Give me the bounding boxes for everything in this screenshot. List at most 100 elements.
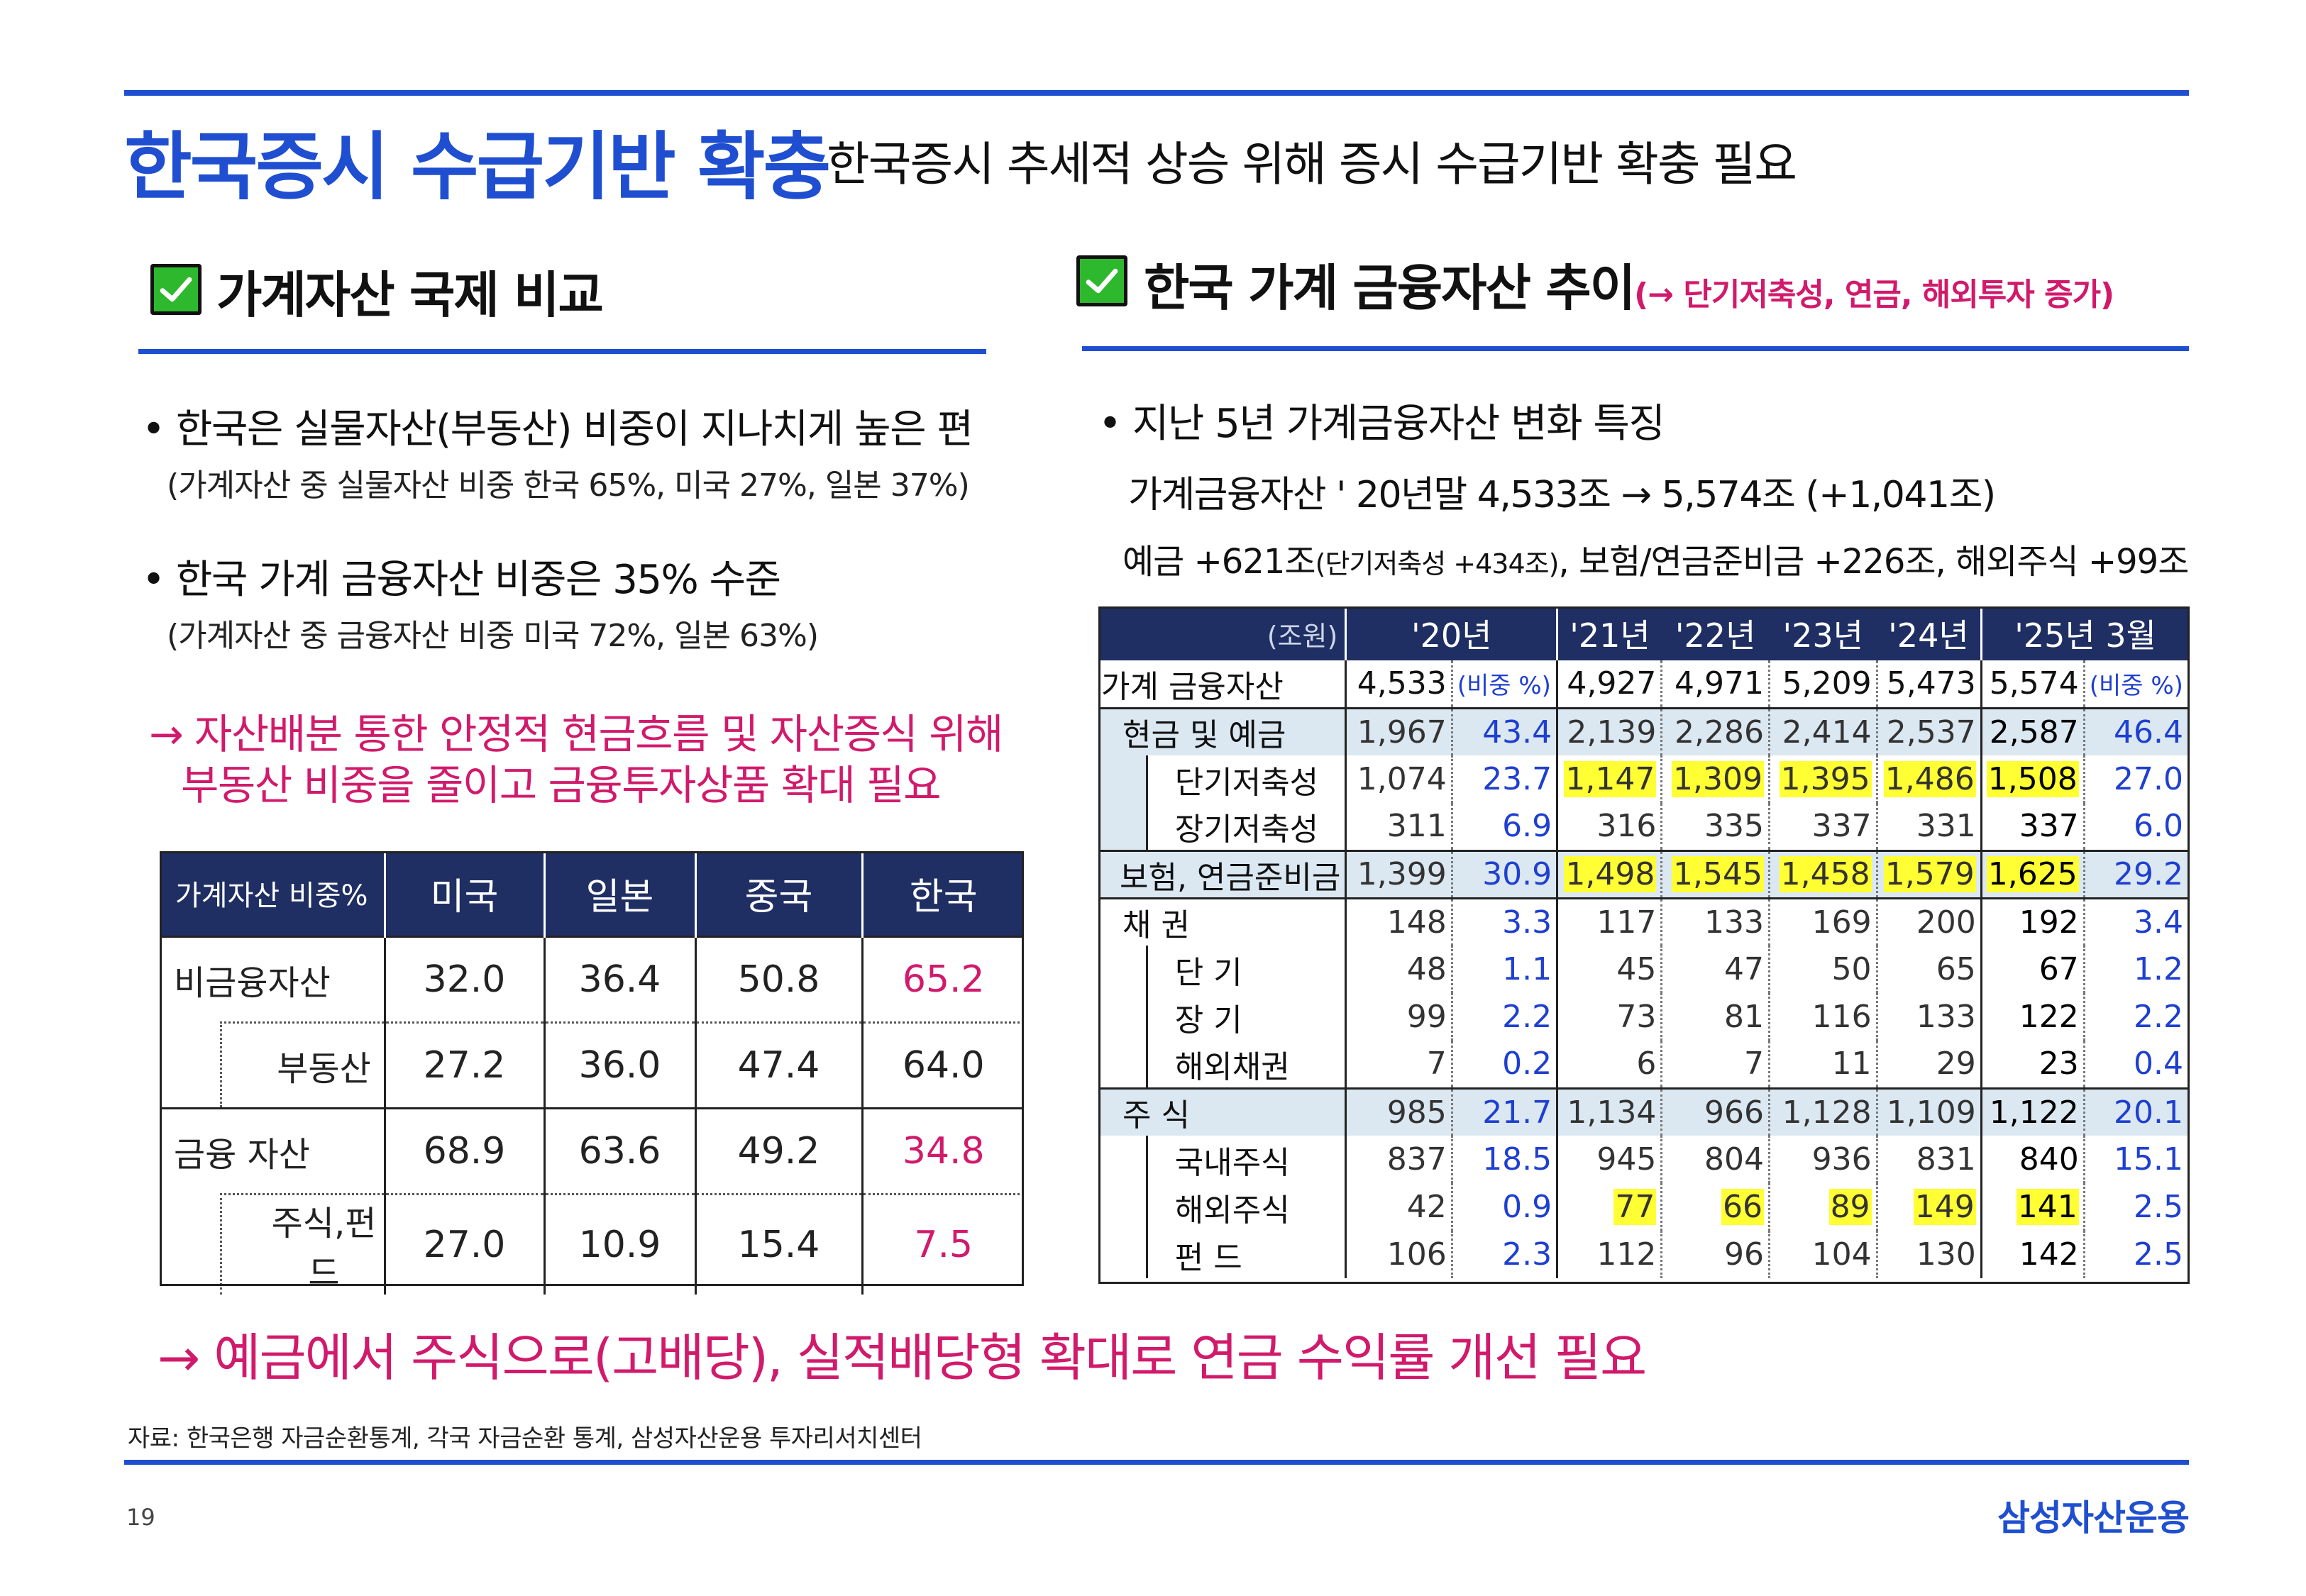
cell: 804 <box>1661 1136 1770 1183</box>
source-note: 자료: 한국은행 자금순환통계, 각국 자금순환 통계, 삼성자산운용 투자리서… <box>128 1424 922 1453</box>
row-label: 현금 및 예금 <box>1098 706 1347 755</box>
cell: 5,209 <box>1769 660 1878 709</box>
cell: 2.5 <box>2084 1183 2190 1231</box>
cell: 200 <box>1877 897 1982 946</box>
bottom-conclusion: → 예금에서 주식으로(고배당), 실적배당형 확대로 연금 수익률 개선 필요 <box>158 1328 1647 1387</box>
cell: 68.9 <box>385 1107 546 1194</box>
cell: 27.0 <box>385 1192 546 1295</box>
cell: 837 <box>1345 1136 1453 1183</box>
cell: 169 <box>1769 897 1878 946</box>
left-conclusion-line-1: → 자산배분 통한 안정적 현금흐름 및 자산증식 위해 <box>149 710 1003 758</box>
cell: 50.8 <box>695 935 864 1022</box>
cell: 4,971 <box>1661 660 1770 709</box>
cell: 27.2 <box>385 1021 546 1108</box>
cell: 99 <box>1345 993 1453 1041</box>
right-detail-line: 예금 +621조(단기저축성 +434조), 보험/연금준비금 +226조, 해… <box>1122 533 2189 583</box>
year-header: '22년 <box>1661 606 1770 660</box>
page-subtitle: 한국증시 추세적 상승 위해 증시 수급기반 확충 필요 <box>827 137 1797 192</box>
highlighted-value: 1,147 <box>1564 761 1657 797</box>
cell: 337 <box>1769 803 1878 850</box>
row-label: 주 식 <box>1098 1087 1347 1136</box>
cell: 6.9 <box>1452 803 1559 850</box>
left-bullet-1: • 한국은 실물자산(부동산) 비중이 지나치게 높은 편 <box>142 406 973 453</box>
highlighted-value: 1,508 <box>1986 761 2079 797</box>
left-bullet-2: • 한국 가계 금융자산 비중은 35% 수준 <box>142 557 781 603</box>
cell: 1,486 <box>1877 755 1982 803</box>
cell: 5,473 <box>1877 660 1982 709</box>
highlighted-value: 1,498 <box>1564 856 1657 892</box>
cell: 1,579 <box>1877 849 1982 898</box>
left-heading-rule <box>138 349 986 354</box>
cell: 133 <box>1877 993 1982 1041</box>
cell: 142 <box>1980 1231 2085 1278</box>
asset-composition-table: 가계자산 비중% 미국 일본 중국 한국 비금융자산 32.0 36.4 50.… <box>160 851 1024 1295</box>
cell: 1,128 <box>1769 1087 1878 1136</box>
table-row: 금융 자산 68.9 63.6 49.2 34.8 <box>160 1107 1024 1194</box>
cell: 2,587 <box>1980 706 2085 755</box>
table-row: 주 식 985 21.7 1,134 966 1,128 1,109 1,122 20.1 <box>1098 1087 2190 1136</box>
cell: 117 <box>1556 897 1663 946</box>
right-table-frame <box>1098 606 2190 1284</box>
cell: 63.6 <box>544 1107 697 1194</box>
cell: 2.3 <box>1452 1231 1559 1278</box>
cell: 1,134 <box>1556 1087 1663 1136</box>
cell: 42 <box>1345 1183 1453 1231</box>
cell: 316 <box>1556 803 1663 850</box>
cell: 73 <box>1556 993 1663 1041</box>
cell: 81 <box>1661 993 1770 1041</box>
table-row: 단 기 48 1.1 45 47 50 65 67 1.2 <box>1098 946 2190 993</box>
right-summary-line: 가계금융자산 ' 20년말 4,533조 → 5,574조 (+1,041조) <box>1128 474 1996 516</box>
table-header: 한국 <box>862 851 1024 936</box>
cell: 89 <box>1769 1183 1878 1231</box>
brand-logo: 삼성자산운용 <box>1997 1497 2190 1539</box>
year-header: '21년 <box>1556 606 1662 660</box>
ratio-tag: (비중 %) <box>2089 672 2183 701</box>
cell: 2,414 <box>1769 706 1878 755</box>
unit-label: (조원) <box>1098 606 1346 660</box>
cell: 29 <box>1877 1041 1982 1088</box>
cell: 2.2 <box>1452 993 1559 1041</box>
cell: 1.1 <box>1452 946 1559 993</box>
cell: 1,498 <box>1556 849 1663 898</box>
row-label: 펀 드 <box>1145 1231 1347 1278</box>
household-financial-asset-table: (조원) '20년 '21년 '22년 '23년 '24년 '25년 3월 가계… <box>1098 606 2190 1278</box>
cell: 11 <box>1769 1041 1878 1088</box>
cell: 21.7 <box>1452 1087 1559 1136</box>
cell: 4,927 <box>1556 660 1663 709</box>
cell: 1,395 <box>1769 755 1878 803</box>
page-number: 19 <box>126 1504 155 1531</box>
table-row: 장 기 99 2.2 73 81 116 133 122 2.2 <box>1098 993 2190 1041</box>
row-label: 채 권 <box>1098 897 1347 946</box>
highlighted-value: 141 <box>2016 1189 2079 1225</box>
year-header: '24년 <box>1877 606 1982 660</box>
cell: 47 <box>1661 946 1770 993</box>
cell: 311 <box>1345 803 1453 850</box>
cell: 23 <box>1980 1041 2085 1088</box>
cell: 192 <box>1980 897 2085 946</box>
table-header: 일본 <box>544 851 697 936</box>
cell: 1,508 <box>1980 755 2085 803</box>
cell: 1,967 <box>1345 706 1453 755</box>
highlighted-value: 1,458 <box>1779 856 1872 892</box>
left-section-heading: 가계자산 국제 비교 <box>216 266 604 324</box>
cell: 36.0 <box>544 1021 697 1108</box>
cell: 945 <box>1556 1136 1663 1183</box>
highlighted-value: 1,486 <box>1883 761 1976 797</box>
cell: 67 <box>1980 946 2085 993</box>
highlighted-value: 1,545 <box>1671 856 1764 892</box>
cell: 0.4 <box>2084 1041 2190 1088</box>
table-row: 부동산 27.2 36.0 47.4 64.0 <box>160 1021 1024 1108</box>
row-label: 해외채권 <box>1145 1041 1347 1088</box>
cell: 1,625 <box>1980 849 2085 898</box>
cell: 27.0 <box>2084 755 2190 803</box>
row-label: 주식,펀드 <box>219 1192 386 1295</box>
table-row: 비금융자산 32.0 36.4 50.8 65.2 <box>160 935 1024 1022</box>
cell: 966 <box>1661 1087 1770 1136</box>
highlighted-value: 89 <box>1828 1189 1872 1225</box>
row-label: 해외주식 <box>1145 1183 1347 1231</box>
right-bullet: • 지난 5년 가계금융자산 변화 특징 <box>1098 401 1665 447</box>
cell: 1,399 <box>1345 849 1453 898</box>
cell: 49.2 <box>695 1107 864 1194</box>
cell: 106 <box>1345 1231 1453 1278</box>
row-label: 금융 자산 <box>160 1107 386 1194</box>
